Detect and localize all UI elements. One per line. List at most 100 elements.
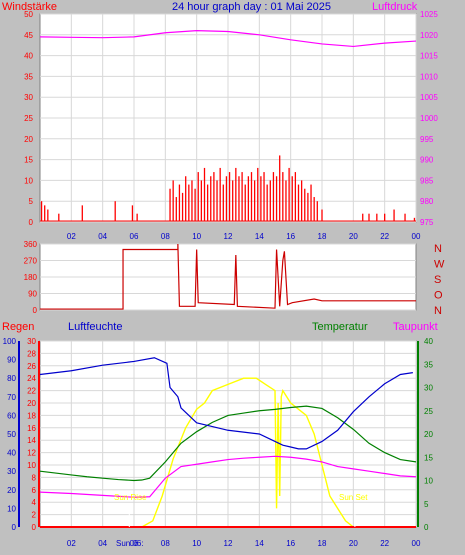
rain-tick-label: 14: [27, 436, 36, 445]
direction-tick-label: 180: [24, 273, 38, 282]
x-tick-label: 08: [161, 232, 170, 241]
temperature-tick-label: 20: [424, 430, 433, 439]
humidity-tick-label: 0: [12, 523, 17, 532]
dewpoint-axis-title: Taupunkt: [393, 321, 438, 333]
rain-tick-label: 4: [32, 498, 37, 507]
direction-tick-label: 360: [24, 240, 38, 249]
rain-tick-label: 6: [32, 486, 37, 495]
x-tick-label: 20: [349, 539, 358, 548]
x-tick-label: 18: [318, 539, 327, 548]
humidity-tick-label: 60: [7, 411, 16, 420]
sunset-label: Sun Set: [339, 493, 368, 502]
rain-tick-label: 2: [32, 511, 37, 520]
humidity-line: [39, 357, 413, 450]
rain-tick-label: 10: [27, 461, 36, 470]
wind-tick-label: 5: [29, 197, 34, 206]
rain-tick-label: 20: [27, 399, 36, 408]
wind-tick-label: 10: [24, 176, 33, 185]
pressure-tick-label: 1025: [420, 10, 438, 19]
humidity-axis-title: Luftfeuchte: [68, 321, 122, 333]
compass-label: N: [434, 305, 442, 317]
x-tick-label: 16: [286, 539, 295, 548]
rain-tick-label: 28: [27, 349, 36, 358]
wind-tick-label: 40: [24, 52, 33, 61]
wind-tick-label: 25: [24, 114, 33, 123]
direction-tick-label: 90: [28, 290, 37, 299]
humidity-tick-label: 90: [7, 356, 16, 365]
temperature-tick-label: 15: [424, 453, 433, 462]
temperature-tick-label: 0: [424, 523, 429, 532]
x-tick-label: 22: [380, 539, 389, 548]
x-tick-label: 04: [98, 539, 107, 548]
compass-label: W: [434, 259, 445, 271]
pressure-tick-label: 1005: [420, 93, 438, 102]
x-tick-label: 14: [255, 232, 264, 241]
temperature-line: [39, 405, 417, 482]
temperature-tick-label: 35: [424, 360, 433, 369]
pressure-tick-label: 1010: [420, 72, 438, 81]
wind-tick-label: 20: [24, 135, 33, 144]
compass-label: S: [434, 274, 441, 286]
humidity-tick-label: 30: [7, 467, 16, 476]
wind-tick-label: 35: [24, 72, 33, 81]
x-tick-label: 10: [192, 539, 201, 548]
pressure-line: [39, 30, 417, 48]
pressure-tick-label: 990: [420, 156, 434, 165]
direction-tick-label: 0: [33, 306, 38, 315]
pressure-axis-title: Luftdruck: [372, 1, 418, 13]
wind-axis-title: Windstärke: [2, 1, 57, 13]
dewpoint-line: [39, 455, 417, 498]
rain-tick-label: 8: [32, 473, 37, 482]
x-tick-label: 00: [412, 232, 421, 241]
rain-tick-label: 26: [27, 362, 36, 371]
wind-tick-label: 45: [24, 31, 33, 40]
x-tick-label: 06: [130, 232, 139, 241]
humidity-tick-label: 70: [7, 393, 16, 402]
rain-tick-label: 12: [27, 449, 36, 458]
wind-tick-label: 0: [29, 218, 34, 227]
x-tick-label: 20: [349, 232, 358, 241]
humidity-tick-label: 80: [7, 374, 16, 383]
rain-tick-label: 0: [32, 523, 37, 532]
temperature-tick-label: 25: [424, 407, 433, 416]
x-tick-label: 14: [255, 539, 264, 548]
rain-tick-label: 18: [27, 411, 36, 420]
temperature-tick-label: 40: [424, 337, 433, 346]
pressure-tick-label: 975: [420, 218, 434, 227]
x-tick-label: 18: [318, 232, 327, 241]
x-tick-label: 22: [380, 232, 389, 241]
x-tick-label: 04: [98, 232, 107, 241]
rain-tick-label: 24: [27, 374, 36, 383]
compass-label: N: [434, 243, 442, 255]
humidity-tick-label: 40: [7, 449, 16, 458]
humidity-tick-label: 10: [7, 504, 16, 513]
pressure-tick-label: 1015: [420, 52, 438, 61]
rain-tick-label: 16: [27, 424, 36, 433]
temperature-tick-label: 5: [424, 500, 429, 509]
wind-tick-label: 50: [24, 10, 33, 19]
rain-axis-title: Regen: [2, 321, 34, 333]
pressure-tick-label: 1020: [420, 31, 438, 40]
pressure-tick-label: 1000: [420, 114, 438, 123]
wind-tick-label: 15: [24, 156, 33, 165]
humidity-tick-label: 20: [7, 486, 16, 495]
x-tick-label: 06: [130, 539, 139, 548]
rain-tick-label: 22: [27, 387, 36, 396]
chart-title: 24 hour graph day : 01 Mai 2025: [172, 1, 331, 13]
temperature-axis-title: Temperatur: [312, 321, 368, 333]
humidity-tick-label: 100: [3, 337, 17, 346]
pressure-tick-label: 995: [420, 135, 434, 144]
direction-tick-label: 270: [24, 257, 38, 266]
x-tick-label: 08: [161, 539, 170, 548]
x-tick-label: 00: [412, 539, 421, 548]
compass-label: O: [434, 290, 443, 302]
sunrise-time-label: Sun 06:: [116, 539, 144, 548]
x-tick-label: 02: [67, 232, 76, 241]
pressure-tick-label: 980: [420, 197, 434, 206]
rain-tick-label: 30: [27, 337, 36, 346]
humidity-tick-label: 50: [7, 430, 16, 439]
pressure-tick-label: 985: [420, 176, 434, 185]
x-tick-label: 02: [67, 539, 76, 548]
wind-tick-label: 30: [24, 93, 33, 102]
